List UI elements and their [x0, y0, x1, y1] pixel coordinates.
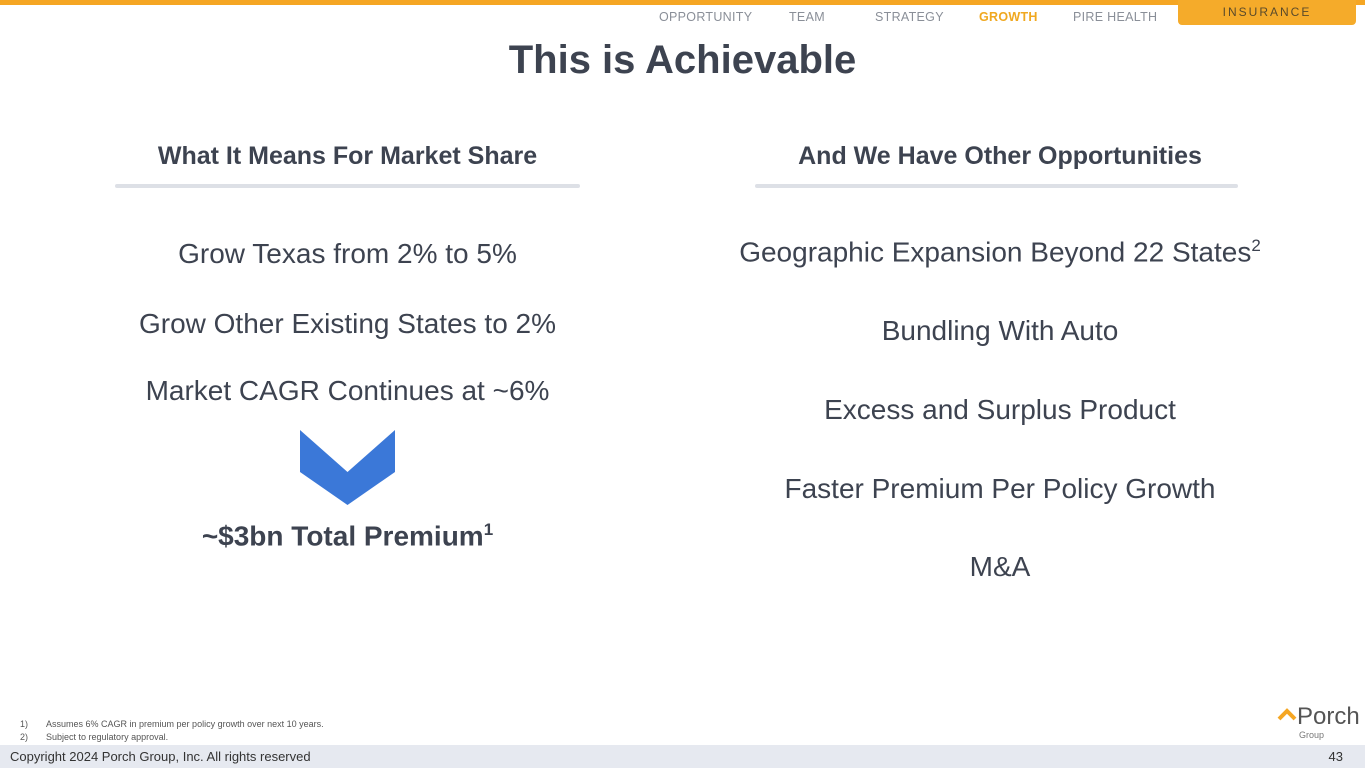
- nav-team[interactable]: TEAM: [789, 10, 825, 24]
- right-item-text: Geographic Expansion Beyond 22 States: [739, 236, 1252, 268]
- right-item: Faster Premium Per Policy Growth: [784, 473, 1216, 504]
- nav-pire-health[interactable]: PIRE HEALTH: [1073, 10, 1158, 24]
- left-item: Market CAGR Continues at ~6%: [145, 375, 550, 406]
- left-item: Grow Texas from 2% to 5%: [178, 238, 517, 269]
- nav-insurance-tab[interactable]: INSURANCE: [1178, 0, 1356, 25]
- chevron-down-icon: [300, 430, 395, 505]
- left-heading: What It Means For Market Share: [157, 142, 538, 170]
- roof-icon: [1277, 708, 1297, 721]
- footer: Copyright 2024 Porch Group, Inc. All rig…: [0, 745, 1365, 768]
- nav-growth[interactable]: GROWTH: [979, 10, 1038, 24]
- top-accent-bar: [0, 0, 1365, 5]
- nav-opportunity[interactable]: OPPORTUNITY: [659, 10, 753, 24]
- copyright: Copyright 2024 Porch Group, Inc. All rig…: [10, 749, 311, 764]
- left-item: Grow Other Existing States to 2%: [138, 308, 557, 339]
- right-divider: [755, 184, 1238, 188]
- right-item: Excess and Surplus Product: [824, 394, 1176, 425]
- footnote: 2) Subject to regulatory approval.: [20, 732, 169, 742]
- page-title: This is Achievable: [508, 38, 857, 82]
- footnotes: 1) Assumes 6% CAGR in premium per policy …: [20, 718, 324, 744]
- left-divider: [115, 184, 580, 188]
- page-number: 43: [1328, 749, 1343, 764]
- porch-logo: Porch Group: [1277, 703, 1365, 743]
- right-heading: And We Have Other Opportunities: [798, 142, 1202, 170]
- right-item: Geographic Expansion Beyond 22 States2: [700, 236, 1300, 268]
- footnote: 1) Assumes 6% CAGR in premium per policy …: [20, 719, 324, 729]
- total-premium: ~$3bn Total Premium1: [115, 520, 580, 552]
- total-premium-text: ~$3bn Total Premium: [201, 520, 484, 552]
- footnote-ref: 2: [1251, 236, 1261, 255]
- right-item: M&A: [969, 551, 1031, 582]
- nav-strategy[interactable]: STRATEGY: [875, 10, 944, 24]
- footnote-ref: 1: [483, 520, 494, 539]
- right-item: Bundling With Auto: [881, 315, 1119, 346]
